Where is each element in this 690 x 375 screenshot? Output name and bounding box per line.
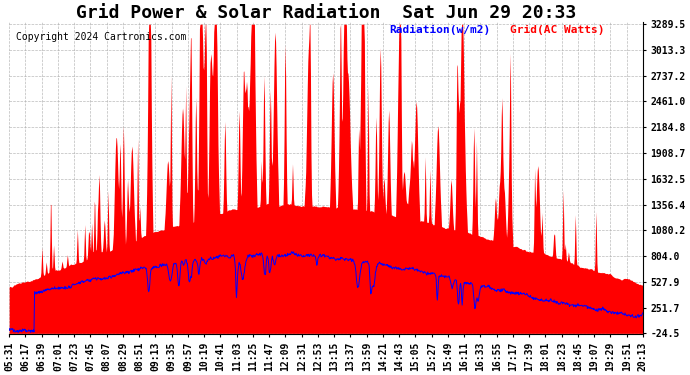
Title: Grid Power & Solar Radiation  Sat Jun 29 20:33: Grid Power & Solar Radiation Sat Jun 29 … [76,4,576,22]
Text: Grid(AC Watts): Grid(AC Watts) [510,26,604,36]
Text: Copyright 2024 Cartronics.com: Copyright 2024 Cartronics.com [15,32,186,42]
Text: Radiation(w/m2): Radiation(w/m2) [389,26,491,36]
